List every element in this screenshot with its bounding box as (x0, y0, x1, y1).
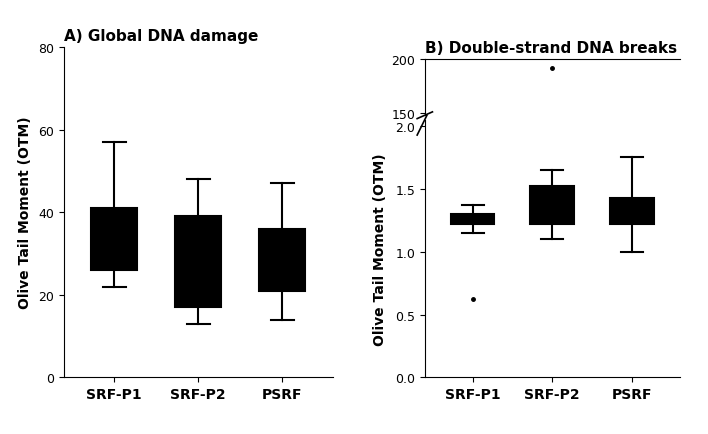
Y-axis label: Olive Tail Moment (OTM): Olive Tail Moment (OTM) (372, 153, 387, 345)
PathPatch shape (451, 214, 494, 224)
PathPatch shape (91, 209, 137, 270)
Text: B) Double-strand DNA breaks: B) Double-strand DNA breaks (425, 41, 677, 56)
PathPatch shape (259, 229, 305, 291)
PathPatch shape (610, 198, 653, 224)
PathPatch shape (530, 187, 574, 224)
PathPatch shape (175, 217, 222, 307)
Text: A) Global DNA damage: A) Global DNA damage (64, 29, 258, 44)
Y-axis label: Olive Tail Moment (OTM): Olive Tail Moment (OTM) (18, 117, 33, 309)
